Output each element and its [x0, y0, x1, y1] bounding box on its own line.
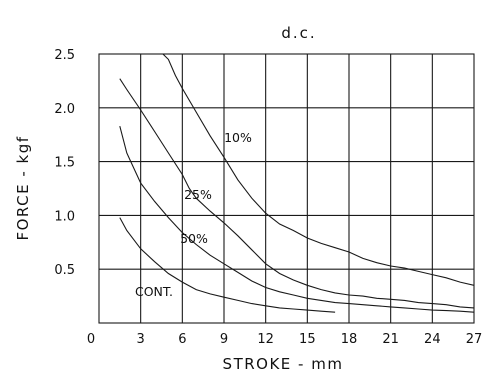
y-tick-label: 2.5: [54, 48, 75, 63]
chart-title: d.c.: [281, 24, 316, 42]
series-label: CONT.: [135, 284, 173, 299]
x-tick-label: 18: [341, 332, 358, 347]
curve-labels: 10% 25% 50% CONT.: [135, 130, 252, 299]
x-tick-label: 27: [466, 332, 483, 347]
grid: [98, 53, 475, 324]
series-label: 10%: [224, 130, 252, 145]
x-tick-label: 12: [257, 332, 274, 347]
y-tick-label: 1.5: [54, 156, 75, 171]
series-line: [119, 217, 336, 313]
plot-frame: [98, 53, 475, 324]
x-tick-label: 15: [299, 332, 316, 347]
series-line: [162, 54, 474, 286]
y-tick-label: 0.5: [54, 263, 75, 278]
tick-labels: 0 3 6 9 12 15 18 21 24 27 0.5 1.0 1.5 2.0 2.5: [54, 48, 482, 347]
x-tick-label: 24: [424, 332, 441, 347]
x-tick-label: 6: [178, 332, 186, 347]
curves: [119, 54, 474, 313]
y-axis-label: FORCE - kgf: [14, 136, 32, 241]
series-line: [119, 78, 474, 309]
y-tick-label: 1.0: [54, 209, 75, 224]
x-axis-label: STROKE - mm: [223, 355, 344, 373]
x-tick-label: 0: [87, 332, 95, 347]
x-tick-label: 9: [220, 332, 228, 347]
series-label: 50%: [180, 231, 208, 246]
x-tick-label: 21: [382, 332, 399, 347]
series-label: 25%: [184, 187, 212, 202]
y-tick-label: 2.0: [54, 102, 75, 117]
series-line: [119, 125, 474, 313]
x-tick-label: 3: [137, 332, 145, 347]
